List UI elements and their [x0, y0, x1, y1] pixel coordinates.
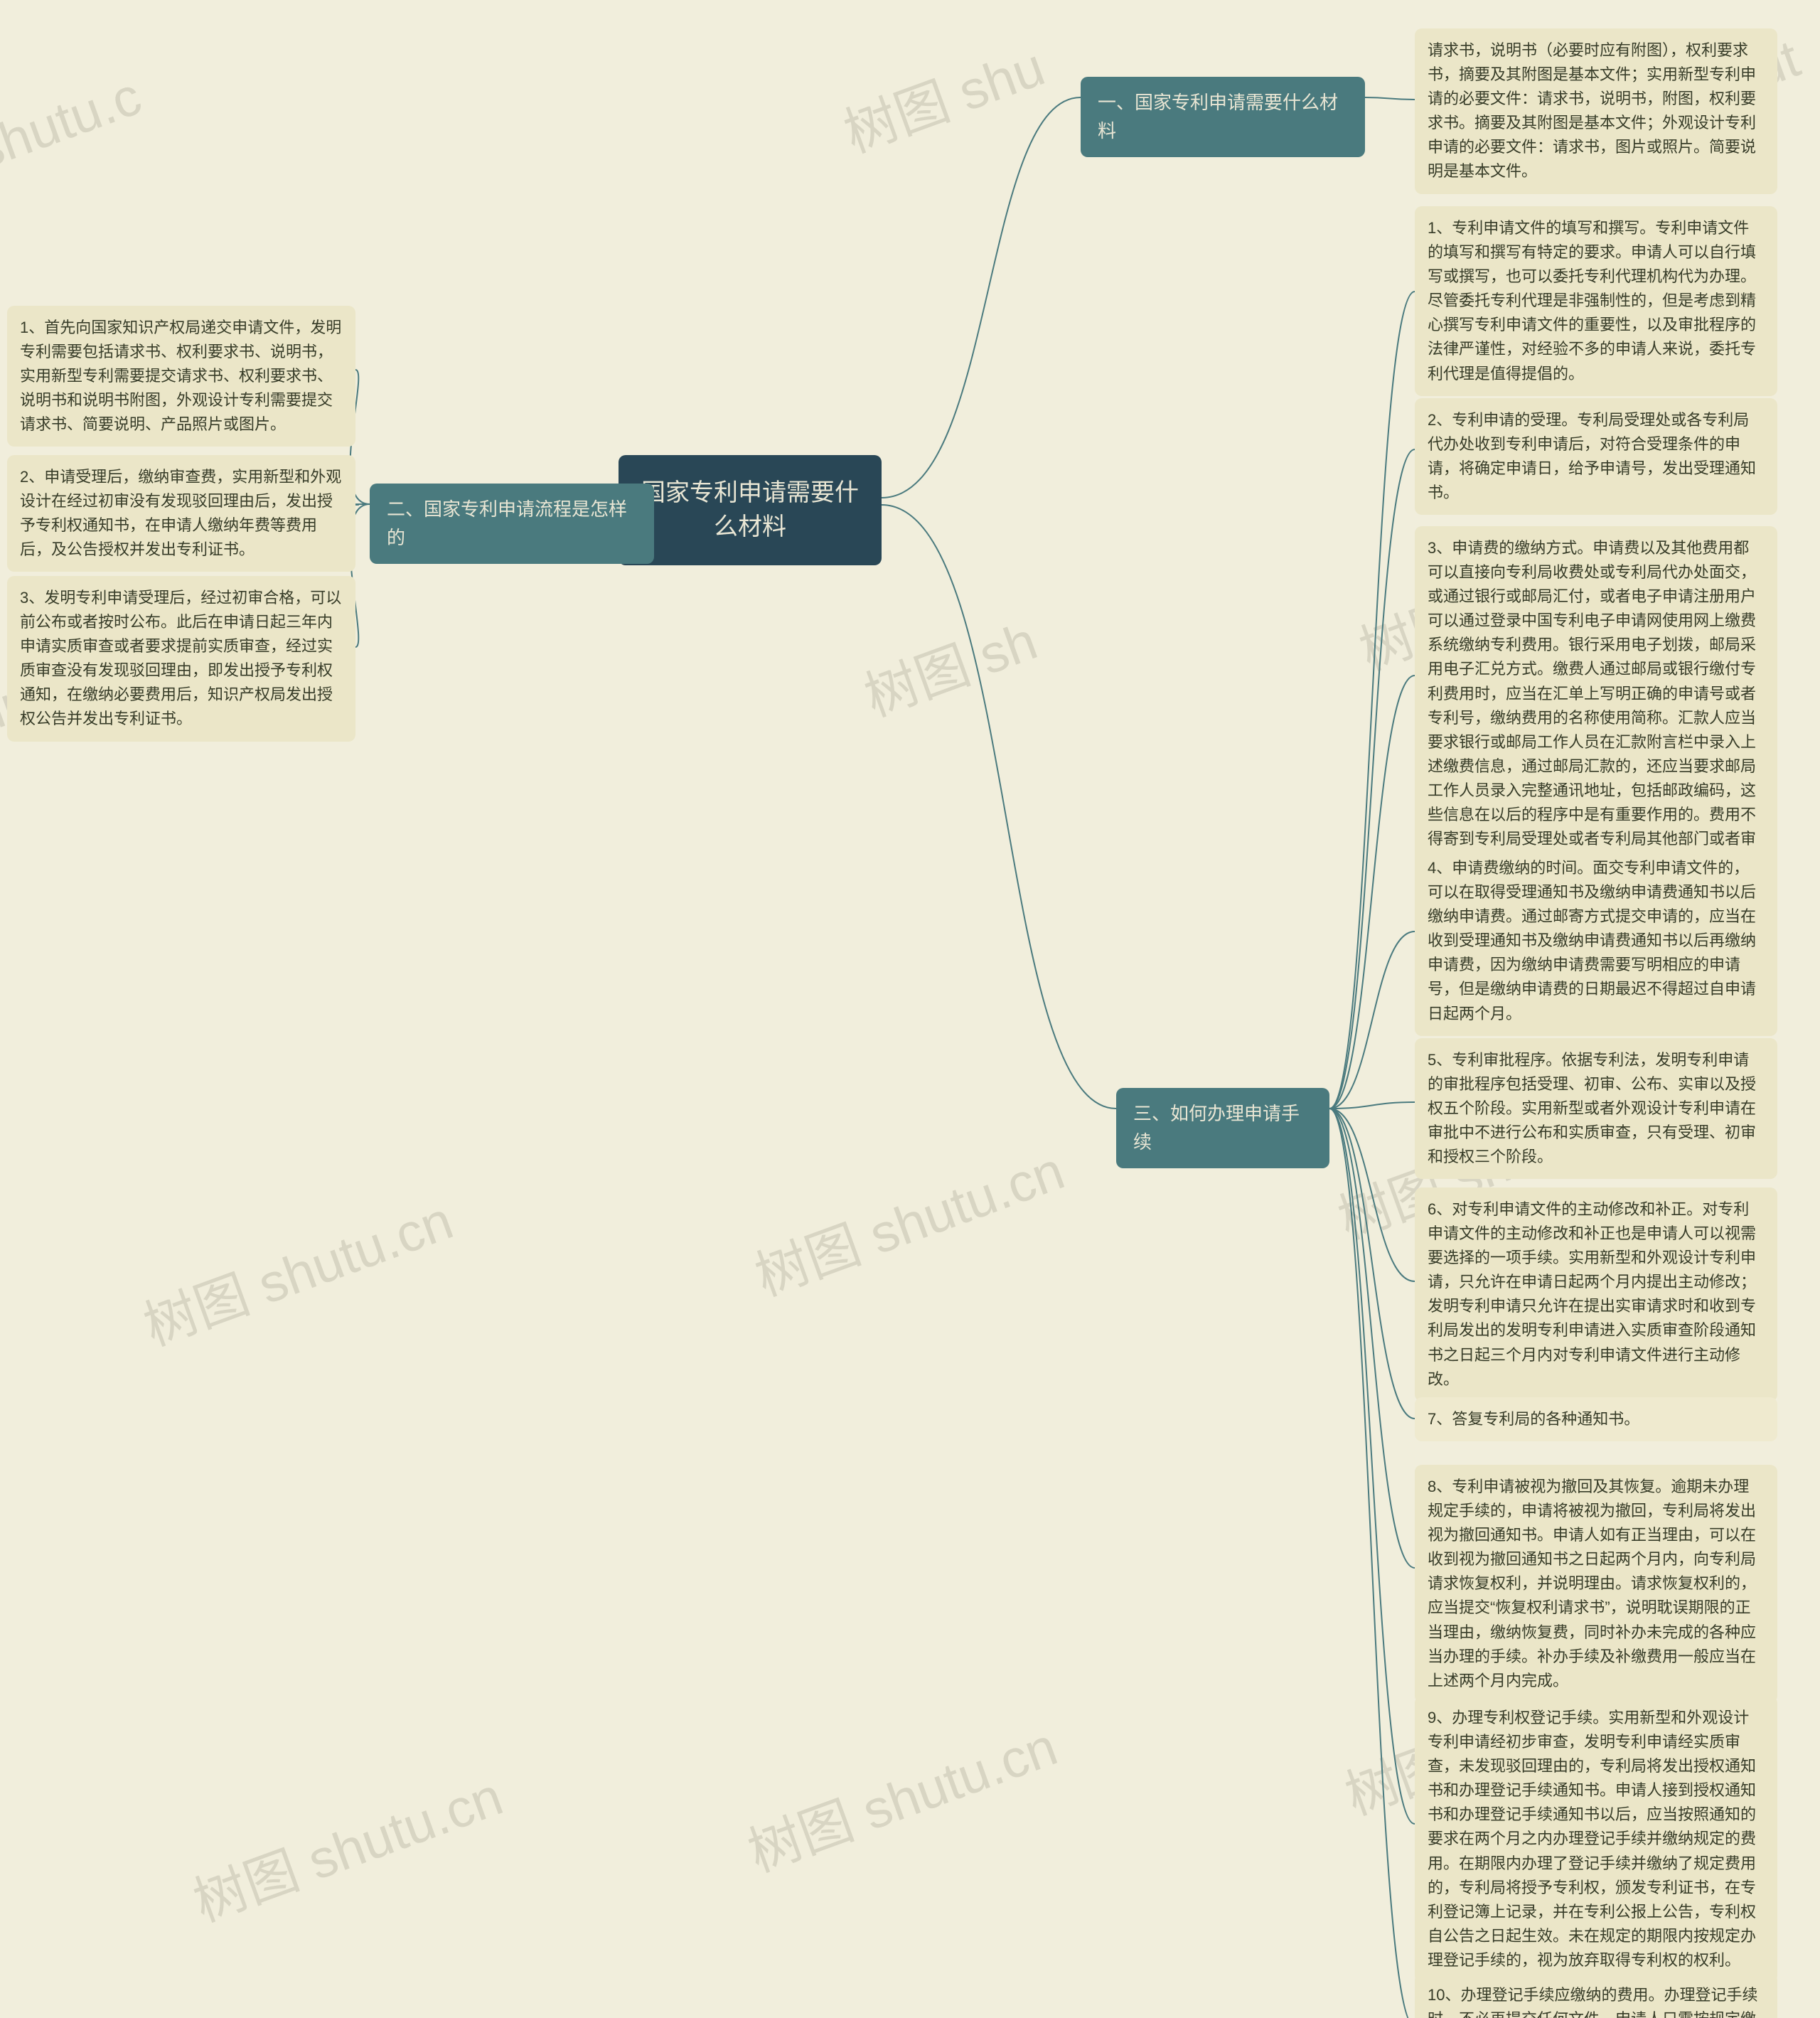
leaf-text: 3、发明专利申请受理后，经过初审合格，可以前公布或者按时公布。此后在申请日起三年…: [20, 589, 341, 727]
leaf-b3-2[interactable]: 2、专利申请的受理。专利局受理处或各专利局代办处收到专利申请后，对符合受理条件的…: [1415, 398, 1777, 515]
leaf-b2-2[interactable]: 2、申请受理后，缴纳审查费，实用新型和外观设计在经过初审没有发现驳回理由后，发出…: [7, 455, 355, 572]
leaf-b1-1[interactable]: 请求书，说明书（必要时应有附图），权利要求书，摘要及其附图是基本文件；实用新型专…: [1415, 28, 1777, 194]
leaf-text: 请求书，说明书（必要时应有附图），权利要求书，摘要及其附图是基本文件；实用新型专…: [1428, 41, 1756, 180]
watermark: 树图 sh: [852, 598, 1046, 732]
leaf-text: 7、答复专利局的各种通知书。: [1428, 1410, 1639, 1428]
root-node-label: 国家专利申请需要什么材料: [641, 479, 859, 540]
watermark: 树图 shutu.cn: [132, 1178, 461, 1361]
leaf-text: 1、首先向国家知识产权局递交申请文件，发明专利需要包括请求书、权利要求书、说明书…: [20, 319, 341, 433]
branch-1[interactable]: 一、国家专利申请需要什么材料: [1081, 77, 1365, 157]
leaf-b3-5[interactable]: 5、专利审批程序。依据专利法，发明专利申请的审批程序包括受理、初审、公布、实审以…: [1415, 1038, 1777, 1179]
leaf-text: 8、专利申请被视为撤回及其恢复。逾期未办理规定手续的，申请将被视为撤回，专利局将…: [1428, 1478, 1756, 1689]
branch-2-label: 二、国家专利申请流程是怎样的: [387, 498, 627, 548]
leaf-b3-3[interactable]: 3、申请费的缴纳方式。申请费以及其他费用都可以直接向专利局收费处或专利局代办处面…: [1415, 526, 1777, 885]
leaf-b3-10[interactable]: 10、办理登记手续应缴纳的费用。办理登记手续时，不必再提交任何文件，申请人只需按…: [1415, 1973, 1777, 2018]
leaf-b2-1[interactable]: 1、首先向国家知识产权局递交申请文件，发明专利需要包括请求书、权利要求书、说明书…: [7, 306, 355, 447]
leaf-b3-1[interactable]: 1、专利申请文件的填写和撰写。专利申请文件的填写和撰写有特定的要求。申请人可以自…: [1415, 206, 1777, 396]
leaf-b2-3[interactable]: 3、发明专利申请受理后，经过初审合格，可以前公布或者按时公布。此后在申请日起三年…: [7, 576, 355, 742]
branch-3[interactable]: 三、如何办理申请手续: [1116, 1088, 1329, 1168]
leaf-text: 2、专利申请的受理。专利局受理处或各专利局代办处收到专利申请后，对符合受理条件的…: [1428, 411, 1756, 501]
watermark: 树图 shutu.cn: [736, 1704, 1066, 1887]
watermark: 树图 shutu.cn: [743, 1128, 1073, 1311]
watermark: 树图 shutu.cn: [181, 1753, 511, 1937]
branch-2[interactable]: 二、国家专利申请流程是怎样的: [370, 484, 654, 564]
root-node[interactable]: 国家专利申请需要什么材料: [619, 455, 882, 565]
leaf-text: 2、申请受理后，缴纳审查费，实用新型和外观设计在经过初审没有发现驳回理由后，发出…: [20, 468, 341, 558]
leaf-b3-7[interactable]: 7、答复专利局的各种通知书。: [1415, 1397, 1777, 1441]
branch-3-label: 三、如何办理申请手续: [1133, 1103, 1300, 1153]
leaf-text: 3、申请费的缴纳方式。申请费以及其他费用都可以直接向专利局收费处或专利局代办处面…: [1428, 539, 1756, 872]
leaf-text: 10、办理登记手续应缴纳的费用。办理登记手续时，不必再提交任何文件，申请人只需按…: [1428, 1986, 1757, 2018]
leaf-b3-6[interactable]: 6、对专利申请文件的主动修改和补正。对专利申请文件的主动修改和补正也是申请人可以…: [1415, 1187, 1777, 1402]
branch-1-label: 一、国家专利申请需要什么材料: [1098, 92, 1338, 142]
leaf-b3-8[interactable]: 8、专利申请被视为撤回及其恢复。逾期未办理规定手续的，申请将被视为撤回，专利局将…: [1415, 1465, 1777, 1703]
leaf-text: 5、专利审批程序。依据专利法，发明专利申请的审批程序包括受理、初审、公布、实审以…: [1428, 1051, 1756, 1165]
watermark: 树图 shu: [832, 23, 1053, 167]
leaf-b3-9[interactable]: 9、办理专利权登记手续。实用新型和外观设计专利申请经初步审查，发明专利申请经实质…: [1415, 1696, 1777, 1982]
leaf-text: 6、对专利申请文件的主动修改和补正。对专利申请文件的主动修改和补正也是申请人可以…: [1428, 1200, 1756, 1388]
leaf-text: 4、申请费缴纳的时间。面交专利申请文件的，可以在取得受理通知书及缴纳申请费通知书…: [1428, 859, 1756, 1023]
leaf-b3-4[interactable]: 4、申请费缴纳的时间。面交专利申请文件的，可以在取得受理通知书及缴纳申请费通知书…: [1415, 846, 1777, 1036]
leaf-text: 9、办理专利权登记手续。实用新型和外观设计专利申请经初步审查，发明专利申请经实质…: [1428, 1709, 1756, 1969]
watermark: shutu.c: [0, 65, 149, 181]
leaf-text: 1、专利申请文件的填写和撰写。专利申请文件的填写和撰写有特定的要求。申请人可以自…: [1428, 219, 1756, 383]
